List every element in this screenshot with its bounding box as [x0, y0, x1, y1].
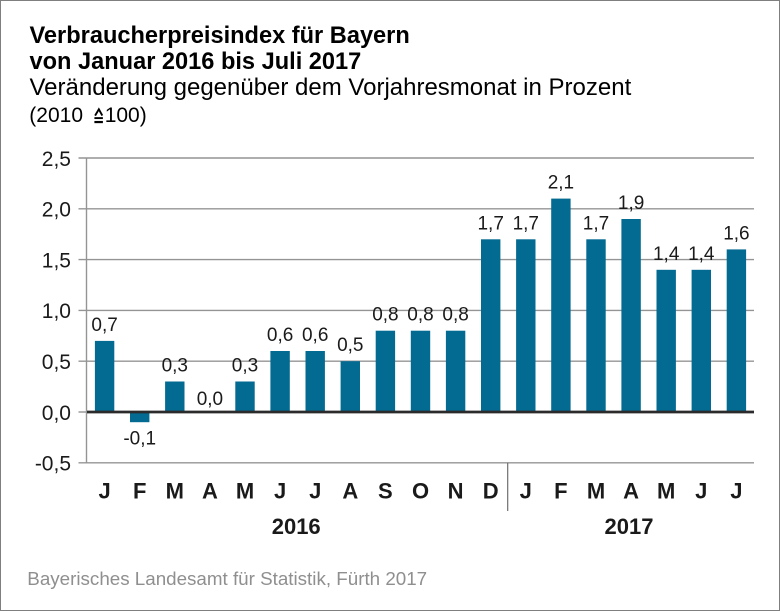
- svg-text:-0,1: -0,1: [123, 428, 156, 449]
- svg-text:0,8: 0,8: [442, 304, 468, 325]
- svg-text:O: O: [412, 478, 429, 503]
- svg-text:2,1: 2,1: [548, 172, 574, 193]
- svg-text:J: J: [274, 478, 286, 503]
- svg-text:N: N: [448, 478, 464, 503]
- svg-text:100): 100): [105, 104, 147, 127]
- svg-text:0,3: 0,3: [232, 355, 258, 376]
- svg-text:M: M: [236, 478, 254, 503]
- svg-text:-0,5: -0,5: [35, 452, 71, 475]
- svg-text:1,6: 1,6: [723, 223, 749, 244]
- svg-text:M: M: [657, 478, 675, 503]
- svg-text:Bayerisches Landesamt für Stat: Bayerisches Landesamt für Statistik, Für…: [27, 568, 427, 589]
- svg-text:F: F: [554, 478, 567, 503]
- svg-text:0,8: 0,8: [407, 304, 433, 325]
- svg-text:0,3: 0,3: [162, 355, 188, 376]
- svg-text:A: A: [623, 478, 639, 503]
- svg-text:0,8: 0,8: [372, 304, 398, 325]
- svg-text:J: J: [730, 478, 742, 503]
- svg-text:M: M: [166, 478, 184, 503]
- svg-text:0,7: 0,7: [91, 314, 117, 335]
- svg-text:A: A: [342, 478, 358, 503]
- svg-text:S: S: [378, 478, 393, 503]
- svg-text:1,7: 1,7: [583, 213, 609, 234]
- svg-text:1,4: 1,4: [688, 243, 715, 264]
- svg-text:J: J: [309, 478, 321, 503]
- svg-text:A: A: [202, 478, 218, 503]
- svg-text:0,5: 0,5: [42, 351, 71, 374]
- svg-text:1,0: 1,0: [42, 300, 71, 323]
- svg-text:0,0: 0,0: [197, 389, 223, 410]
- svg-text:2017: 2017: [605, 514, 654, 539]
- svg-text:J: J: [520, 478, 532, 503]
- svg-text:2,0: 2,0: [42, 198, 71, 221]
- svg-text:1,7: 1,7: [513, 213, 539, 234]
- svg-text:F: F: [133, 478, 146, 503]
- svg-text:0,6: 0,6: [302, 325, 328, 346]
- svg-text:1,5: 1,5: [42, 249, 71, 272]
- svg-text:1,7: 1,7: [477, 213, 503, 234]
- svg-text:0,0: 0,0: [42, 401, 71, 424]
- svg-text:J: J: [98, 478, 110, 503]
- svg-text:(2010: (2010: [29, 104, 83, 127]
- svg-text:0,6: 0,6: [267, 325, 293, 346]
- svg-text:2,5: 2,5: [42, 147, 71, 170]
- svg-text:M: M: [587, 478, 605, 503]
- svg-text:1,4: 1,4: [653, 243, 680, 264]
- svg-text:J: J: [695, 478, 707, 503]
- svg-text:0,5: 0,5: [337, 335, 363, 356]
- svg-text:D: D: [483, 478, 499, 503]
- svg-text:2016: 2016: [272, 514, 321, 539]
- svg-text:1,9: 1,9: [618, 193, 644, 214]
